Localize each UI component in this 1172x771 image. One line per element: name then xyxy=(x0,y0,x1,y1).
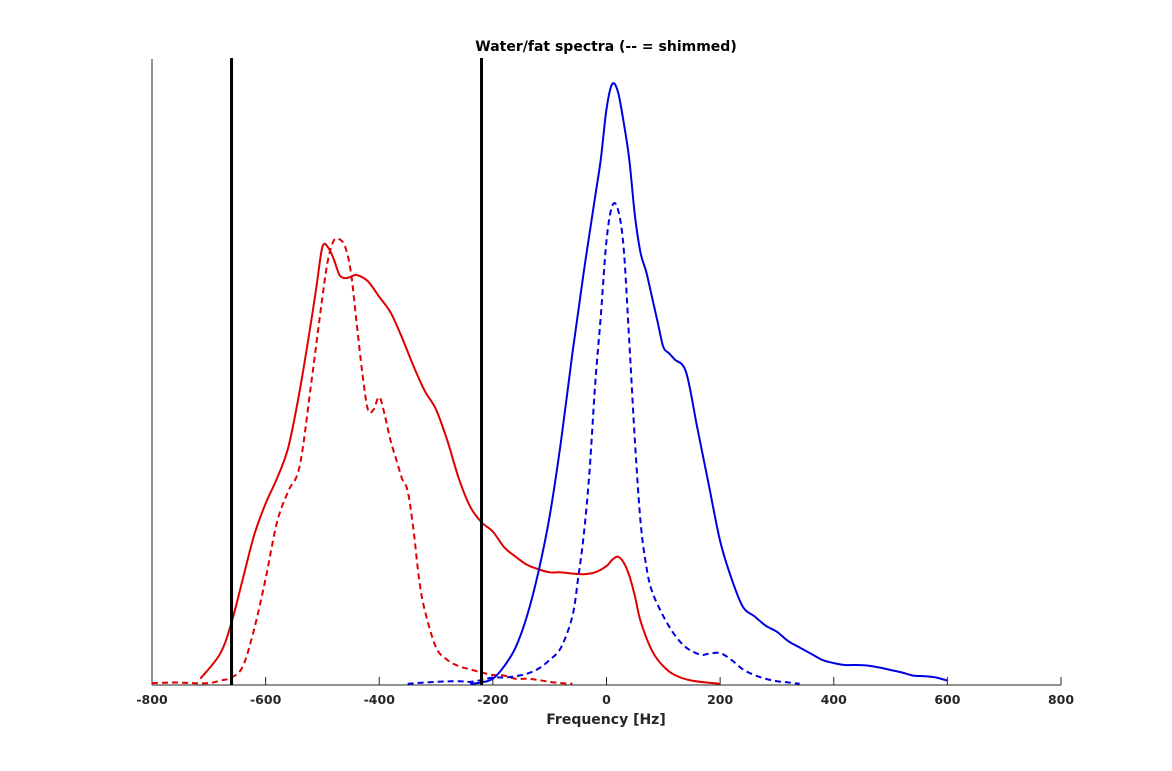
series-line-water-shimmed xyxy=(407,202,800,685)
x-tick-label: -400 xyxy=(364,692,396,707)
chart-title: Water/fat spectra (-- = shimmed) xyxy=(475,39,736,55)
series-line-fat-shimmed xyxy=(151,237,573,685)
x-axis-ticks: -800 -600 -400 -200 0 200 400 600 800 xyxy=(136,677,1074,707)
x-tick-label: 400 xyxy=(821,692,847,707)
series-group xyxy=(151,82,948,685)
x-tick-label: 200 xyxy=(707,692,733,707)
series-line-fat xyxy=(199,242,721,685)
x-tick-label: -600 xyxy=(250,692,282,707)
x-tick-label: 800 xyxy=(1048,692,1074,707)
x-tick-label: -800 xyxy=(136,692,168,707)
x-axis-label: Frequency [Hz] xyxy=(546,712,665,728)
vertical-lines-group xyxy=(230,58,484,685)
x-tick-label: 600 xyxy=(934,692,960,707)
x-tick-label: -200 xyxy=(477,692,509,707)
x-tick-label: 0 xyxy=(602,692,611,707)
series-line-water xyxy=(470,82,948,685)
